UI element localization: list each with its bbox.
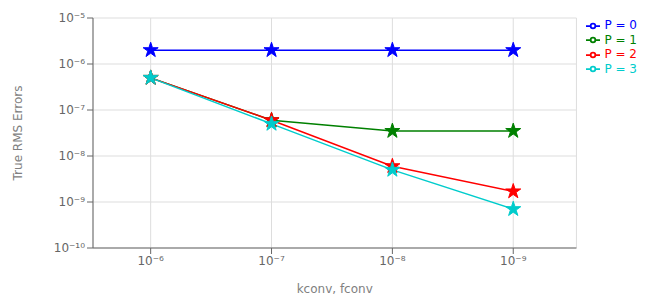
html-text:P = 2: P = 2: [604, 47, 637, 61]
svg-text:True RMS Errors: True RMS Errors: [11, 86, 25, 182]
html-text:P = 3: P = 3: [604, 61, 637, 76]
svg-text:10⁻⁶: 10⁻⁶: [59, 57, 86, 71]
svg-text:10⁻⁷: 10⁻⁷: [258, 254, 285, 268]
svg-text:10⁻⁵: 10⁻⁵: [59, 11, 86, 25]
svg-text:10⁻⁶: 10⁻⁶: [137, 254, 164, 268]
svg-text:10⁻⁸: 10⁻⁸: [379, 254, 406, 268]
html-text:P = 1: P = 1: [604, 32, 637, 47]
svg-text:10⁻¹⁰: 10⁻¹⁰: [54, 241, 85, 255]
svg-text:10⁻⁷: 10⁻⁷: [59, 103, 86, 117]
svg-text:10⁻⁸: 10⁻⁸: [59, 149, 86, 163]
html-text:P = 0: P = 0: [604, 18, 637, 32]
svg-text:10⁻⁹: 10⁻⁹: [59, 195, 86, 209]
svg-text:kconv, fconv: kconv, fconv: [297, 282, 373, 296]
svg-text:10⁻⁹: 10⁻⁹: [500, 254, 527, 268]
